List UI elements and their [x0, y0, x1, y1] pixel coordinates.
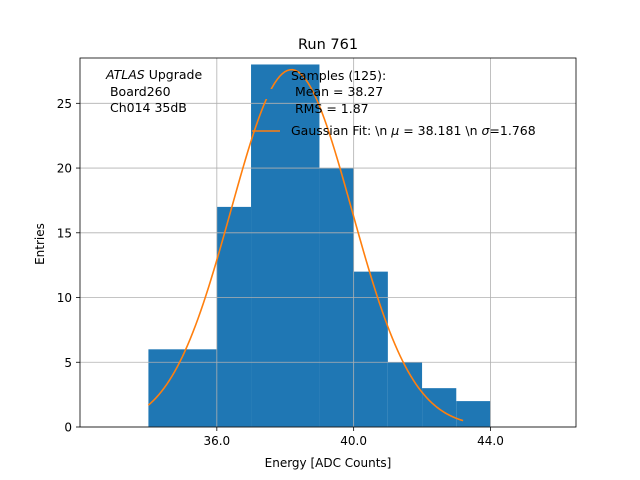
- histogram-bar-6: [422, 388, 457, 427]
- legend-fit-prefix: Gaussian Fit: \n: [291, 123, 391, 138]
- histogram-bar-5: [387, 362, 423, 427]
- histogram-bar-2: [251, 64, 320, 427]
- atlas-upgrade: Upgrade: [145, 67, 203, 82]
- plot-frame: [79, 57, 577, 428]
- x-tick-label-2: 44.0: [477, 434, 504, 448]
- y-tick-label-4: 20: [57, 162, 72, 176]
- chart-title: Run 761: [298, 37, 358, 53]
- legend-fit-mid: = 38.181 \n: [399, 123, 481, 138]
- y-tick-label-2: 10: [57, 291, 72, 305]
- legend-samples-swatch: [252, 89, 280, 99]
- histogram-bar-1: [216, 206, 252, 427]
- y-tick-label-3: 15: [57, 226, 72, 240]
- y-axis-label: Entries: [33, 223, 47, 265]
- atlas-italic: ATLAS: [105, 67, 145, 82]
- x-tick-label-0: 36.0: [203, 434, 230, 448]
- y-tick-label-5: 25: [57, 97, 72, 111]
- y-tick-label-1: 5: [64, 356, 72, 370]
- legend-fit-sigma: σ: [481, 123, 490, 138]
- x-tick-label-1: 40.0: [340, 434, 367, 448]
- histogram-bar-4: [353, 271, 388, 427]
- legend-samples-line3: RMS = 1.87: [291, 101, 369, 116]
- board-label: Board260: [106, 84, 171, 99]
- histogram-bar-7: [456, 401, 491, 427]
- gaussian-fit-curve: [147, 68, 464, 422]
- gaussian-fit-layer: [147, 68, 464, 422]
- legend-samples-line2: Mean = 38.27: [291, 84, 383, 99]
- legend-samples-line1: Samples (125):: [291, 68, 386, 83]
- channel-label: Ch014 35dB: [106, 100, 187, 115]
- legend-fit-label: Gaussian Fit: \n μ = 38.181 \n σ=1.768: [291, 123, 536, 138]
- legend-fit-suffix: =1.768: [489, 123, 535, 138]
- legend-fit-mu: μ: [390, 123, 399, 138]
- legend: Samples (125): Mean = 38.27 RMS = 1.87 G…: [252, 68, 536, 138]
- histogram-bars: [148, 64, 491, 428]
- x-axis-label: Energy [ADC Counts]: [265, 456, 392, 470]
- y-tick-label-0: 0: [64, 421, 72, 435]
- axis-ticks: 36.0 40.0 44.0 0 5 10 15 20 25: [57, 97, 504, 448]
- atlas-label: ATLAS Upgrade: [105, 67, 202, 82]
- histogram-bar-0: [148, 349, 217, 427]
